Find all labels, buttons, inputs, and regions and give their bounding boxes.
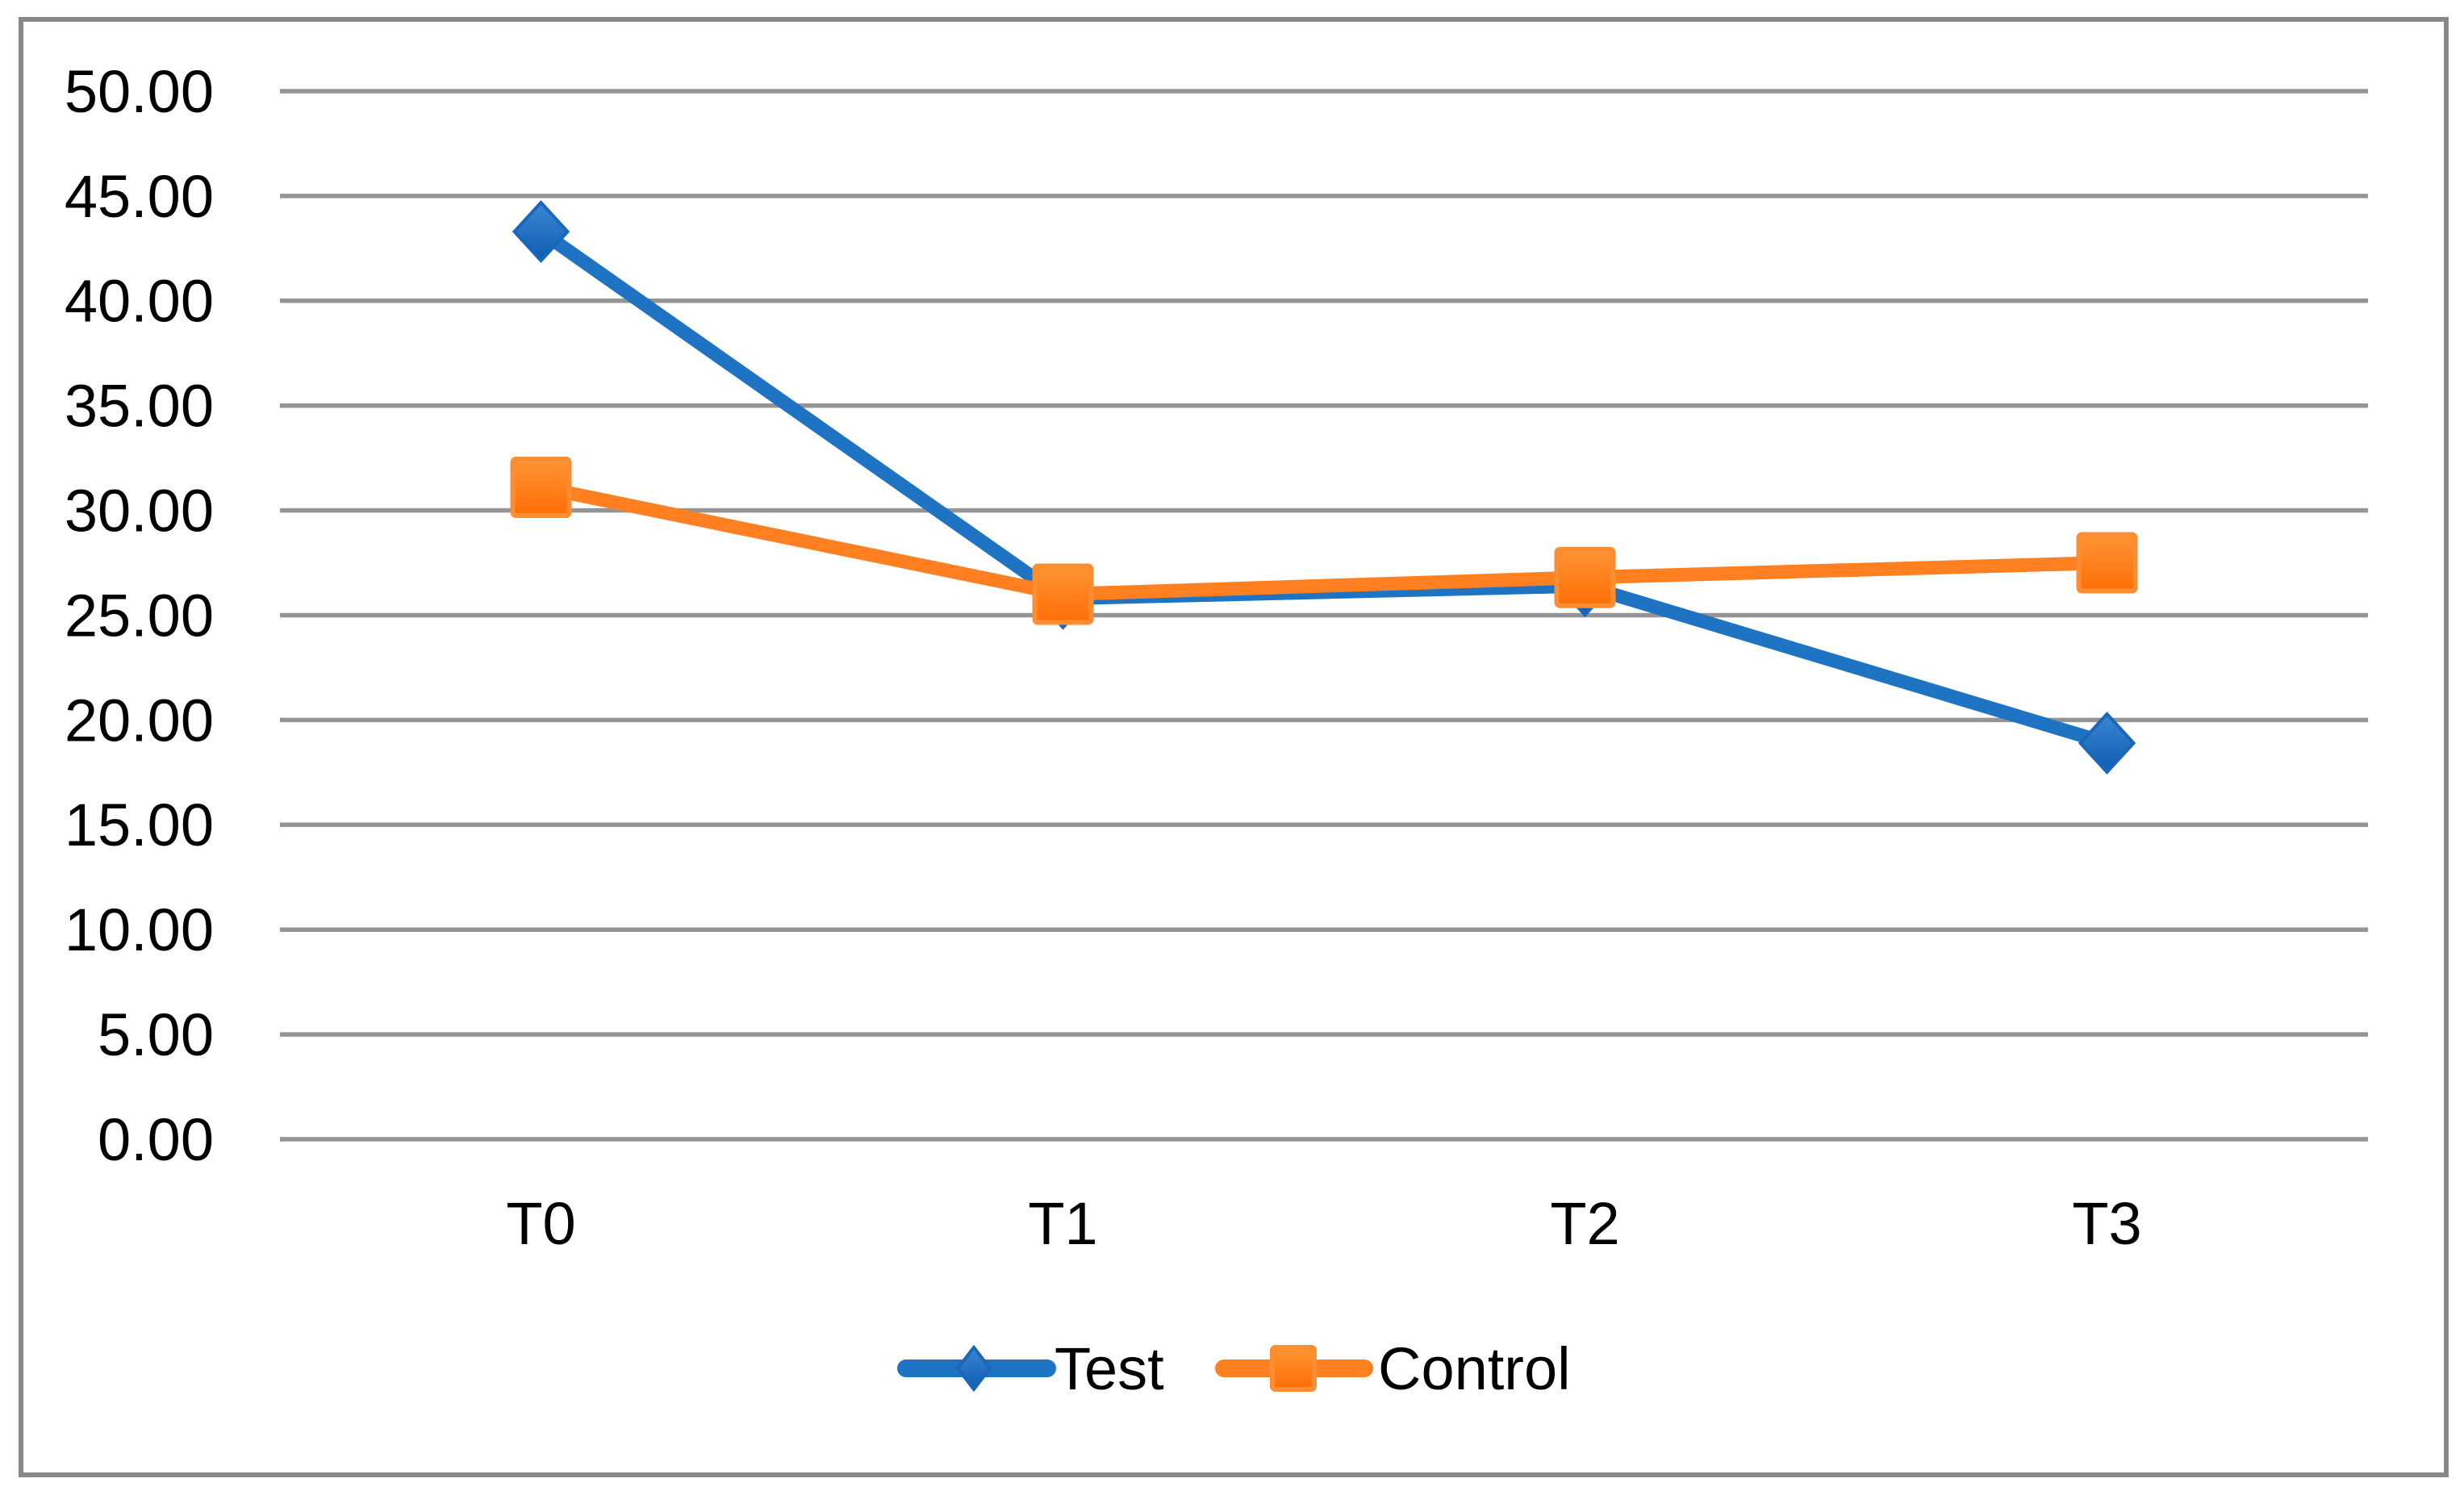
y-tick-label: 40.00 — [65, 268, 214, 335]
y-tick-label: 20.00 — [65, 687, 214, 754]
marker-control-t2 — [1554, 546, 1616, 608]
x-tick-label: T2 — [1550, 1190, 1619, 1257]
y-tick-label: 5.00 — [98, 1001, 214, 1068]
marker-control-t3 — [2076, 532, 2138, 594]
x-tick-label: T3 — [2072, 1190, 2141, 1257]
legend-marker-test — [955, 1344, 992, 1393]
marker-test-t3 — [2078, 712, 2136, 775]
series-line-test — [534, 224, 2114, 750]
marker-control-t1 — [1032, 563, 1094, 625]
legend-label-control: Control — [1378, 1335, 1571, 1402]
y-tick-label: 45.00 — [65, 163, 214, 230]
y-tick-label: 0.00 — [98, 1106, 214, 1173]
y-tick-label: 35.00 — [65, 373, 214, 440]
marker-test-t0 — [512, 200, 570, 264]
marker-control-t0 — [510, 457, 572, 519]
x-tick-label: T1 — [1028, 1190, 1097, 1257]
y-tick-label: 30.00 — [65, 478, 214, 545]
y-tick-label: 10.00 — [65, 896, 214, 963]
legend-marker-control — [1270, 1345, 1317, 1392]
y-tick-label: 50.00 — [65, 58, 214, 125]
figure-border — [19, 17, 2449, 1477]
series-line-control — [534, 480, 2114, 602]
y-tick-label: 25.00 — [65, 582, 214, 649]
x-tick-label: T0 — [506, 1190, 575, 1257]
legend-label-test: Test — [1055, 1335, 1164, 1402]
y-tick-label: 15.00 — [65, 791, 214, 858]
